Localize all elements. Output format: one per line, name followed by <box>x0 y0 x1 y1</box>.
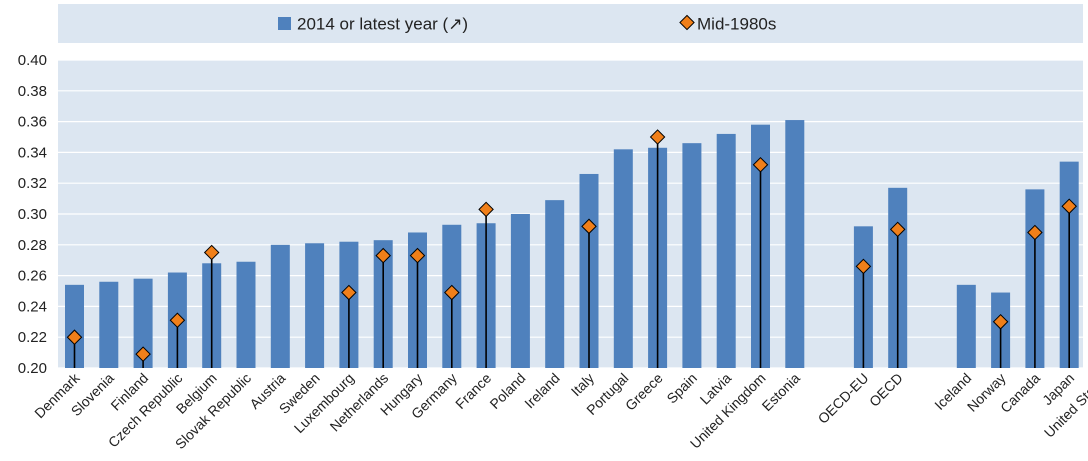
y-tick-label: 0.34 <box>18 144 47 161</box>
marker-point <box>375 247 391 264</box>
y-tick-label: 0.30 <box>18 206 47 223</box>
y-tick-label: 0.20 <box>18 360 47 377</box>
y-tick-label: 0.26 <box>18 268 47 285</box>
y-tick-label: 0.24 <box>18 298 47 315</box>
marker-series <box>66 129 1077 362</box>
legend-marker-label: Mid-1980s <box>697 15 776 34</box>
legend-bar-label: 2014 or latest year (↗) <box>297 15 468 34</box>
bar <box>99 281 119 368</box>
marker-point <box>1027 224 1043 241</box>
bar <box>785 120 805 368</box>
y-tick-label: 0.38 <box>18 83 47 100</box>
bar <box>510 214 530 368</box>
bar <box>716 133 736 368</box>
x-tick-label: Greece <box>622 370 666 414</box>
x-tick-label: Ireland <box>521 370 563 412</box>
y-tick-label: 0.40 <box>18 52 47 69</box>
y-axis: 0.20 0.22 0.24 0.26 0.28 0.30 0.32 0.34 0.36 0.38… <box>18 52 47 377</box>
x-tick-label: Poland <box>486 370 528 412</box>
x-tick-label: France <box>452 370 494 412</box>
marker-point <box>169 312 186 329</box>
marker-point <box>409 247 426 264</box>
x-tick-label: OECD <box>866 370 906 410</box>
bar <box>270 244 290 368</box>
x-tick-label: Spain <box>663 370 700 407</box>
marker-point <box>444 284 460 301</box>
x-tick-label: Estonia <box>759 370 803 414</box>
bar <box>133 278 153 368</box>
y-tick-label: 0.22 <box>18 329 47 346</box>
legend-background <box>58 4 1083 43</box>
marker-point <box>889 221 906 238</box>
marker-point <box>1061 198 1077 215</box>
marker-point <box>752 156 769 173</box>
y-tick-label: 0.28 <box>18 237 47 254</box>
bar <box>613 149 633 368</box>
y-tick-label: 0.36 <box>18 114 47 131</box>
legend: 2014 or latest year (↗) Mid-1980s <box>58 4 1083 43</box>
legend-marker-swatch <box>679 14 695 31</box>
y-tick-label: 0.32 <box>18 175 47 192</box>
legend-bar-swatch <box>278 17 291 30</box>
marker-point <box>478 201 494 218</box>
gridlines <box>58 59 1083 369</box>
x-tick-label: OECD-EU <box>815 370 872 427</box>
bar <box>545 200 565 368</box>
marker-point <box>855 258 872 275</box>
bar <box>65 284 84 368</box>
marker-point <box>135 346 151 362</box>
bar <box>236 261 256 368</box>
marker-point <box>992 314 1009 330</box>
x-tick-label: Italy <box>568 370 597 399</box>
marker-point <box>203 244 220 261</box>
bar <box>682 143 702 368</box>
marker-point <box>649 129 666 145</box>
bar <box>956 284 976 368</box>
marker-stems <box>73 137 1070 368</box>
bar <box>305 243 325 368</box>
marker-point <box>581 218 597 235</box>
marker-point <box>66 329 83 345</box>
marker-point <box>341 284 357 301</box>
